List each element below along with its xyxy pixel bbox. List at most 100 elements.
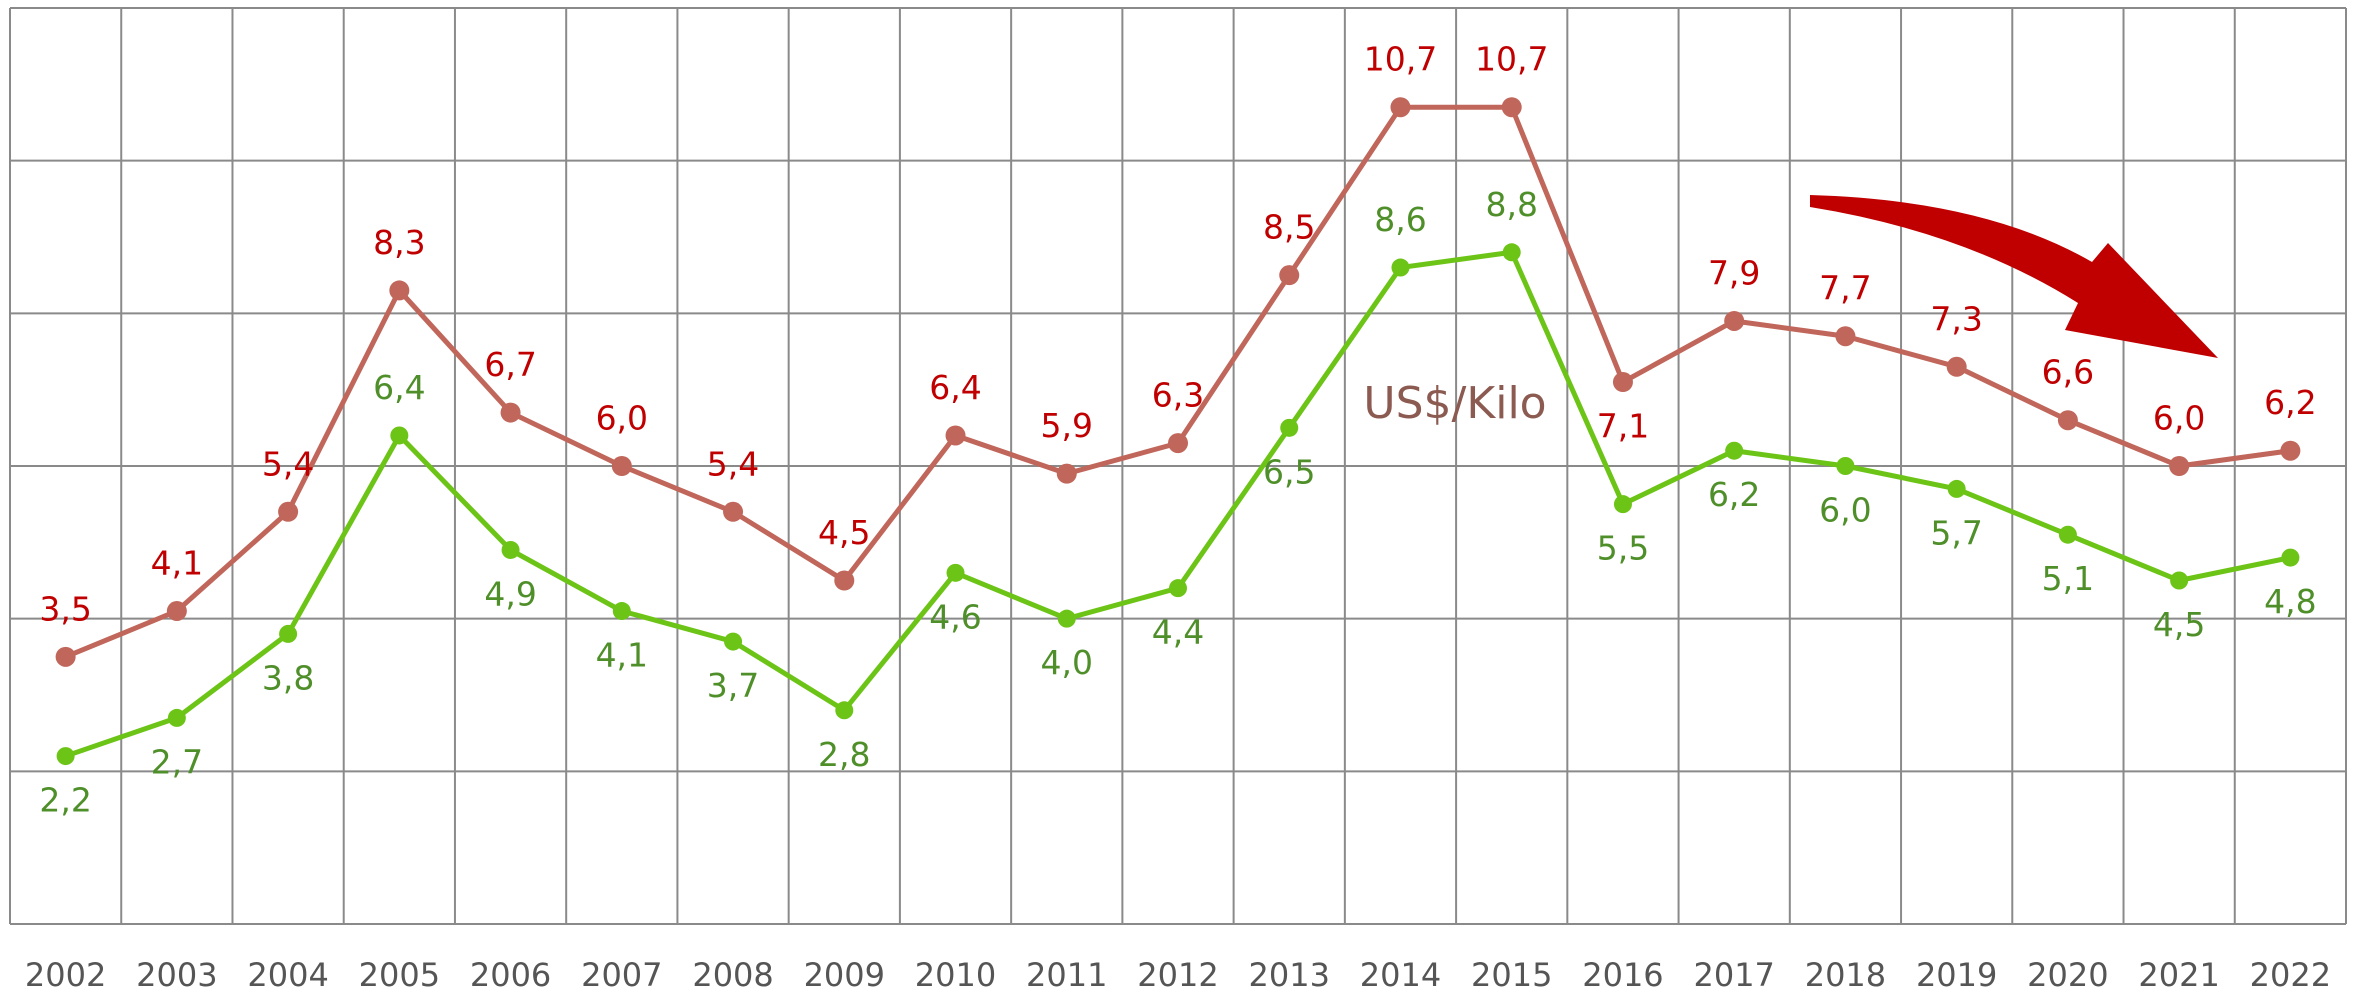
data-label: 5,1 xyxy=(2042,559,2094,598)
data-label: 3,8 xyxy=(262,658,314,697)
data-point xyxy=(2057,410,2078,431)
data-label: 6,4 xyxy=(373,368,425,407)
data-label: 6,0 xyxy=(2153,399,2205,438)
data-label: 5,4 xyxy=(262,444,314,483)
data-point xyxy=(2281,548,2300,567)
data-label: 7,9 xyxy=(1708,253,1760,292)
data-point xyxy=(167,708,186,727)
data-point xyxy=(1725,441,1744,460)
data-label: 6,0 xyxy=(596,399,648,438)
data-point xyxy=(612,602,631,621)
data-label: 5,4 xyxy=(707,444,759,483)
data-point xyxy=(1947,479,1966,498)
data-label: 10,7 xyxy=(1364,40,1437,79)
data-point xyxy=(2170,571,2189,590)
data-point xyxy=(1056,463,1077,484)
data-point xyxy=(1391,258,1410,277)
x-tick-label: 2009 xyxy=(804,956,885,994)
data-label: 3,5 xyxy=(39,589,91,628)
data-label: 5,7 xyxy=(1930,513,1982,552)
data-point xyxy=(1279,265,1300,286)
data-label: 4,9 xyxy=(484,574,536,613)
x-tick-label: 2012 xyxy=(1137,956,1218,994)
data-point xyxy=(1946,356,1967,377)
data-label: 4,8 xyxy=(2264,582,2316,621)
x-tick-label: 2004 xyxy=(247,956,328,994)
data-point xyxy=(2058,525,2077,544)
data-label: 8,6 xyxy=(1374,200,1426,239)
x-tick-label: 2021 xyxy=(2138,956,2219,994)
x-tick-label: 2018 xyxy=(1805,956,1886,994)
x-tick-label: 2013 xyxy=(1249,956,1330,994)
data-label: 7,1 xyxy=(1597,407,1649,446)
data-point xyxy=(834,570,855,591)
data-point xyxy=(2280,440,2301,461)
data-point xyxy=(56,747,75,766)
data-label: 7,3 xyxy=(1930,299,1982,338)
x-tick-label: 2006 xyxy=(470,956,551,994)
data-label: 6,2 xyxy=(2264,383,2316,422)
data-point xyxy=(389,280,410,301)
data-point xyxy=(946,563,965,582)
data-point xyxy=(55,646,76,667)
data-point xyxy=(1169,579,1187,598)
data-label: 7,7 xyxy=(1819,269,1871,308)
data-label: 4,4 xyxy=(1152,613,1204,652)
data-label: 3,7 xyxy=(707,666,759,705)
data-point xyxy=(1613,495,1632,514)
x-tick-label: 2014 xyxy=(1360,956,1441,994)
data-point xyxy=(1280,418,1299,437)
data-point xyxy=(501,540,520,559)
data-point xyxy=(1724,310,1745,331)
x-tick-label: 2022 xyxy=(2250,956,2331,994)
unit-annotation: US$/Kilo xyxy=(1363,378,1546,429)
x-tick-label: 2008 xyxy=(692,956,773,994)
data-point xyxy=(611,456,632,476)
data-label: 6,5 xyxy=(1263,452,1315,491)
x-tick-label: 2011 xyxy=(1026,956,1107,994)
data-point xyxy=(2169,456,2190,476)
x-tick-label: 2015 xyxy=(1471,956,1552,994)
data-point xyxy=(166,601,187,622)
data-point xyxy=(1835,326,1856,347)
x-tick-label: 2007 xyxy=(581,956,662,994)
data-label: 6,4 xyxy=(929,368,981,407)
data-label: 4,6 xyxy=(929,597,981,636)
data-point xyxy=(1390,97,1411,118)
data-label: 4,5 xyxy=(2153,605,2205,644)
data-point xyxy=(1501,97,1522,118)
data-label: 4,0 xyxy=(1041,643,1093,682)
x-tick-label: 2005 xyxy=(359,956,440,994)
data-label: 4,1 xyxy=(596,636,648,675)
x-tick-label: 2016 xyxy=(1582,956,1663,994)
x-tick-label: 2010 xyxy=(915,956,996,994)
trend-arrow xyxy=(1810,195,2218,358)
data-point xyxy=(1612,372,1633,393)
data-point xyxy=(500,402,521,423)
data-point xyxy=(278,501,299,522)
data-label: 4,5 xyxy=(818,513,870,552)
data-label: 6,6 xyxy=(2042,353,2094,392)
data-label: 2,2 xyxy=(39,781,91,820)
data-point xyxy=(1057,609,1076,628)
data-point xyxy=(390,426,409,445)
data-label: 6,2 xyxy=(1708,475,1760,514)
data-point xyxy=(835,701,854,720)
data-label: 6,7 xyxy=(484,345,536,384)
data-label: 2,8 xyxy=(818,735,870,774)
data-point xyxy=(723,501,744,522)
data-label: 8,8 xyxy=(1485,185,1537,224)
data-label: 6,0 xyxy=(1819,491,1871,530)
data-label: 6,3 xyxy=(1152,376,1204,415)
x-tick-label: 2017 xyxy=(1693,956,1774,994)
data-point xyxy=(724,632,743,651)
data-point xyxy=(945,425,966,446)
data-point xyxy=(279,624,298,643)
data-label: 5,9 xyxy=(1041,406,1093,445)
data-label: 5,5 xyxy=(1597,529,1649,568)
x-tick-label: 2019 xyxy=(1916,956,1997,994)
data-label: 4,1 xyxy=(151,544,203,583)
data-label: 8,3 xyxy=(373,223,425,262)
data-label: 10,7 xyxy=(1475,40,1548,79)
